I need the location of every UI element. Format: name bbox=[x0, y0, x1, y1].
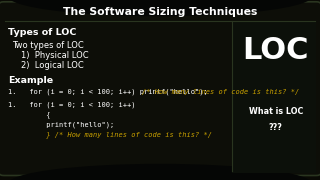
Ellipse shape bbox=[8, 0, 312, 16]
Text: printf("hello");: printf("hello"); bbox=[8, 121, 114, 128]
Text: Types of LOC: Types of LOC bbox=[8, 28, 76, 37]
Text: 1.   for (i = 0; i < 100; i++): 1. for (i = 0; i < 100; i++) bbox=[8, 102, 135, 108]
Text: /* How many lines of code is this? */: /* How many lines of code is this? */ bbox=[142, 89, 300, 95]
Text: } /* How many lines of code is this? */: } /* How many lines of code is this? */ bbox=[8, 131, 212, 138]
Text: ???: ??? bbox=[269, 123, 283, 132]
Text: LOC: LOC bbox=[243, 36, 309, 65]
FancyBboxPatch shape bbox=[0, 2, 320, 176]
Text: {: { bbox=[8, 111, 51, 118]
Ellipse shape bbox=[8, 164, 312, 180]
Text: 2)  Logical LOC: 2) Logical LOC bbox=[21, 61, 84, 70]
Text: The Software Sizing Techniques: The Software Sizing Techniques bbox=[63, 7, 257, 17]
Text: What is LOC: What is LOC bbox=[249, 107, 303, 116]
Text: 1)  Physical LOC: 1) Physical LOC bbox=[21, 51, 88, 60]
Text: Example: Example bbox=[8, 76, 53, 86]
Text: Two types of LOC: Two types of LOC bbox=[12, 41, 84, 50]
Bar bbox=[232, 21, 316, 173]
Text: 1.   for (i = 0; i < 100; i++) printf("hello");: 1. for (i = 0; i < 100; i++) printf("hel… bbox=[8, 89, 216, 95]
